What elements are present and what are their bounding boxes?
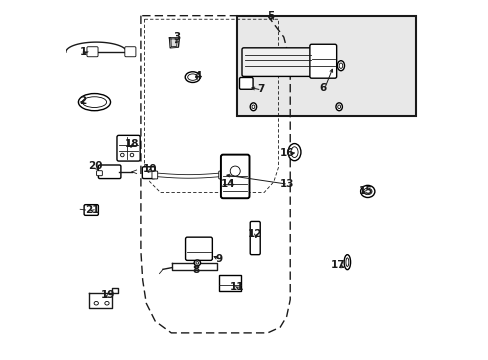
Text: 9: 9 bbox=[216, 253, 223, 264]
Polygon shape bbox=[172, 263, 216, 270]
Text: 3: 3 bbox=[173, 32, 180, 42]
FancyBboxPatch shape bbox=[185, 237, 212, 260]
Ellipse shape bbox=[251, 105, 254, 109]
Text: 13: 13 bbox=[280, 179, 294, 189]
FancyBboxPatch shape bbox=[309, 44, 336, 78]
Ellipse shape bbox=[337, 105, 340, 109]
Text: 8: 8 bbox=[192, 265, 200, 275]
FancyBboxPatch shape bbox=[250, 221, 260, 255]
Text: 21: 21 bbox=[85, 205, 100, 215]
Text: 18: 18 bbox=[124, 139, 139, 149]
Ellipse shape bbox=[337, 61, 344, 71]
FancyBboxPatch shape bbox=[142, 167, 155, 179]
Polygon shape bbox=[169, 38, 179, 48]
Ellipse shape bbox=[345, 258, 348, 266]
Text: 6: 6 bbox=[319, 83, 326, 93]
Ellipse shape bbox=[360, 185, 374, 198]
Bar bbox=[219, 275, 241, 292]
Ellipse shape bbox=[339, 63, 342, 68]
FancyBboxPatch shape bbox=[242, 48, 313, 76]
Text: 16: 16 bbox=[280, 148, 294, 158]
Ellipse shape bbox=[196, 262, 198, 264]
FancyBboxPatch shape bbox=[152, 171, 157, 179]
FancyBboxPatch shape bbox=[87, 47, 98, 57]
Text: 5: 5 bbox=[267, 11, 274, 21]
Bar bbox=[237, 16, 415, 116]
Text: 17: 17 bbox=[330, 260, 345, 270]
Ellipse shape bbox=[290, 147, 298, 157]
Ellipse shape bbox=[82, 97, 106, 108]
FancyBboxPatch shape bbox=[117, 135, 140, 161]
Ellipse shape bbox=[121, 153, 124, 157]
Text: 20: 20 bbox=[88, 161, 102, 171]
Text: 1: 1 bbox=[79, 47, 86, 57]
Ellipse shape bbox=[287, 144, 300, 161]
Text: 2: 2 bbox=[79, 96, 86, 107]
Text: 4: 4 bbox=[194, 71, 202, 81]
Ellipse shape bbox=[363, 188, 371, 195]
Ellipse shape bbox=[94, 301, 98, 305]
FancyBboxPatch shape bbox=[221, 155, 249, 198]
Ellipse shape bbox=[104, 301, 109, 305]
FancyBboxPatch shape bbox=[84, 204, 98, 215]
Text: 19: 19 bbox=[101, 290, 115, 300]
Ellipse shape bbox=[344, 255, 350, 270]
FancyBboxPatch shape bbox=[218, 171, 224, 179]
Ellipse shape bbox=[194, 260, 200, 266]
Text: 15: 15 bbox=[358, 186, 372, 197]
Ellipse shape bbox=[250, 103, 256, 111]
FancyBboxPatch shape bbox=[97, 171, 102, 176]
Ellipse shape bbox=[185, 72, 200, 82]
Ellipse shape bbox=[335, 103, 342, 111]
Ellipse shape bbox=[187, 74, 197, 80]
Polygon shape bbox=[171, 39, 177, 47]
Polygon shape bbox=[89, 288, 118, 308]
FancyBboxPatch shape bbox=[98, 165, 121, 179]
Ellipse shape bbox=[230, 166, 240, 176]
Text: 11: 11 bbox=[230, 282, 244, 292]
FancyBboxPatch shape bbox=[124, 47, 136, 57]
Text: 12: 12 bbox=[247, 229, 262, 239]
FancyBboxPatch shape bbox=[239, 77, 253, 89]
Text: 7: 7 bbox=[256, 84, 264, 94]
Text: 14: 14 bbox=[221, 179, 235, 189]
Ellipse shape bbox=[130, 153, 134, 157]
Text: 10: 10 bbox=[142, 164, 157, 174]
Ellipse shape bbox=[78, 94, 110, 111]
